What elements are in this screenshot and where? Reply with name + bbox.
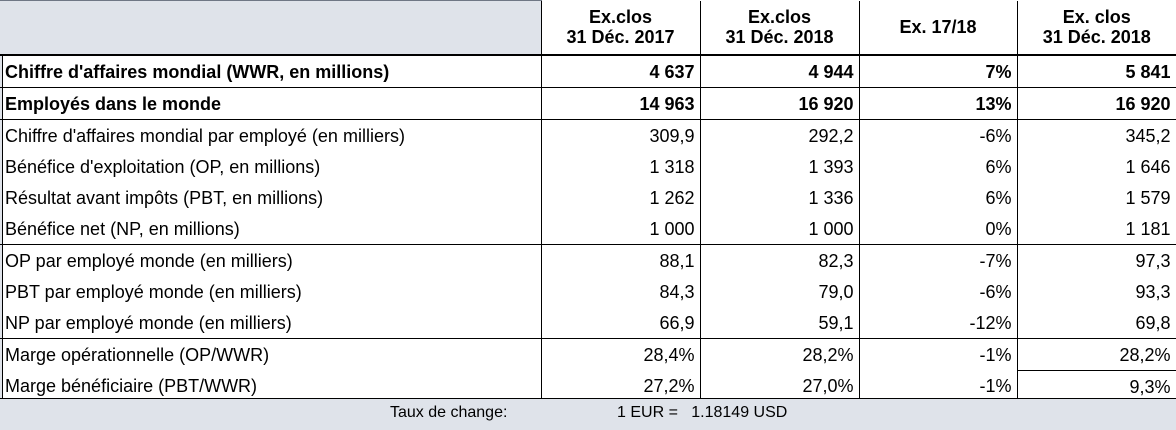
cell-2017: 66,9 xyxy=(540,307,700,339)
cell-2018: 28,2% xyxy=(699,338,859,371)
row-label: Résultat avant impôts (PBT, en millions) xyxy=(5,187,324,208)
cell-change: -12% xyxy=(858,307,1017,339)
cell-2017: 1 262 xyxy=(540,182,700,213)
cell-2017: 14 963 xyxy=(540,87,700,120)
cell-change: -1% xyxy=(858,338,1017,371)
cell-2018-usd: 1 579 xyxy=(1016,182,1176,213)
cell-2018: 27,0% xyxy=(699,370,859,402)
cell-2018-usd: 1 181 xyxy=(1016,213,1176,245)
row-label: Marge opérationnelle (OP/WWR) xyxy=(0,338,541,371)
cell-2018: 292,2 xyxy=(699,119,859,151)
cell-change: 13% xyxy=(858,87,1017,120)
table-row: NP par employé monde (en milliers) 66,9 … xyxy=(0,307,1176,339)
cell-2017: 309,9 xyxy=(540,119,700,151)
table-row: Chiffre d'affaires mondial (WWR, en mill… xyxy=(0,55,1176,88)
header-col-change: Ex. 17/18 xyxy=(858,0,1017,56)
cell-2017: 27,2% xyxy=(540,370,700,402)
cell-2018: 59,1 xyxy=(699,307,859,339)
header-col-2017: Ex.clos 31 Déc. 2017 xyxy=(540,0,700,56)
cell-2018: 1 336 xyxy=(699,182,859,213)
header-col-2018-usd: Ex. clos 31 Déc. 2018 xyxy=(1016,0,1176,56)
row-label: Marge bénéficiaire (PBT/WWR) xyxy=(5,376,258,397)
header-col-2018: Ex.clos 31 Déc. 2018 xyxy=(699,0,859,56)
cell-2018: 1 000 xyxy=(699,213,859,245)
header-col-2017-line2: 31 Déc. 2017 xyxy=(566,27,675,48)
header-col-2018-line1: Ex.clos xyxy=(747,7,812,28)
left-frame xyxy=(0,0,3,430)
cell-change: -6% xyxy=(858,119,1017,151)
row-label: Chiffre d'affaires mondial (WWR, en mill… xyxy=(5,61,390,82)
exchange-rate-value: 1 EUR = 1.18149 USD xyxy=(617,404,788,421)
header-col-2018-usd-line2: 31 Déc. 2018 xyxy=(1042,27,1151,48)
cell-2018-usd: 1 646 xyxy=(1016,151,1176,182)
cell-change: 7% xyxy=(858,55,1017,88)
cell-2018-usd: 97,3 xyxy=(1016,244,1176,276)
row-label: Employés dans le monde xyxy=(0,87,541,120)
cell-2018: 16 920 xyxy=(699,87,859,120)
header-col-2017-line1: Ex.clos xyxy=(588,7,653,28)
table-row: Bénéfice net (NP, en millions) 1 000 1 0… xyxy=(0,213,1176,245)
cell-2018-usd: 93,3 xyxy=(1016,276,1176,307)
cell-2018: 4 944 xyxy=(699,55,859,88)
table-row: Bénéfice d'exploitation (OP, en millions… xyxy=(0,151,1176,182)
header-col-2018-line2: 31 Déc. 2018 xyxy=(725,27,834,48)
cell-change: -7% xyxy=(858,244,1017,276)
row-label: OP par employé monde (en milliers) xyxy=(0,244,541,276)
cell-change: -1% xyxy=(858,370,1017,402)
cell-2017: 28,4% xyxy=(540,338,700,371)
header-col-2018-usd-line1: Ex. clos xyxy=(1062,7,1131,28)
cell-2017: 84,3 xyxy=(540,276,700,307)
table-row: Chiffre d'affaires mondial par employé (… xyxy=(0,119,1176,151)
cell-2018-usd: 69,8 xyxy=(1016,307,1176,339)
cell-2017: 88,1 xyxy=(540,244,700,276)
exchange-rate-footer: Taux de change: 1 EUR = 1.18149 USD xyxy=(0,398,1176,430)
row-label: PBT par employé monde (en milliers) xyxy=(5,281,302,302)
header-row: Ex.clos 31 Déc. 2017 Ex.clos 31 Déc. 201… xyxy=(0,0,1176,56)
table-row: Résultat avant impôts (PBT, en millions)… xyxy=(0,182,1176,213)
financial-table: Ex.clos 31 Déc. 2017 Ex.clos 31 Déc. 201… xyxy=(0,0,1176,402)
row-label: Chiffre d'affaires mondial par employé (… xyxy=(0,119,541,151)
cell-2018-usd: 28,2% xyxy=(1016,338,1176,371)
table-row: OP par employé monde (en milliers) 88,1 … xyxy=(0,244,1176,276)
cell-2018: 1 393 xyxy=(699,151,859,182)
row-label: NP par employé monde (en milliers) xyxy=(5,312,292,333)
row-label: Bénéfice d'exploitation (OP, en millions… xyxy=(5,156,321,177)
cell-2017: 1 000 xyxy=(540,213,700,245)
cell-change: 6% xyxy=(858,182,1017,213)
cell-2018: 79,0 xyxy=(699,276,859,307)
table-row: Employés dans le monde 14 963 16 920 13%… xyxy=(0,87,1176,120)
table-row: Marge bénéficiaire (PBT/WWR) 27,2% 27,0%… xyxy=(0,370,1176,402)
cell-2017: 1 318 xyxy=(540,151,700,182)
table-row: Marge opérationnelle (OP/WWR) 28,4% 28,2… xyxy=(0,338,1176,371)
cell-2018-usd: 345,2 xyxy=(1016,119,1176,151)
cell-2018-usd: 5 841 xyxy=(1016,55,1176,88)
header-col-change-line1: Ex. 17/18 xyxy=(899,17,977,38)
table-row: PBT par employé monde (en milliers) 84,3… xyxy=(0,276,1176,307)
cell-change: -6% xyxy=(858,276,1017,307)
cell-2017: 4 637 xyxy=(540,55,700,88)
cell-2018-usd: 16 920 xyxy=(1016,87,1176,120)
cell-change: 6% xyxy=(858,151,1017,182)
cell-change: 0% xyxy=(858,213,1017,245)
header-corner-cell xyxy=(0,0,541,56)
row-label: Bénéfice net (NP, en millions) xyxy=(5,218,240,239)
cell-2018: 82,3 xyxy=(699,244,859,276)
exchange-rate-label: Taux de change: xyxy=(390,404,508,421)
